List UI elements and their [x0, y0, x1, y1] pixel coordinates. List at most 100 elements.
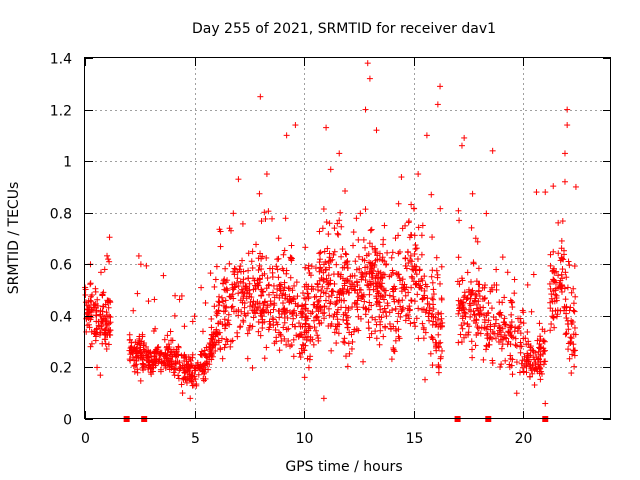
data-point [258, 292, 265, 299]
data-point [398, 308, 405, 315]
data-point [395, 271, 402, 278]
data-point [210, 341, 217, 348]
data-point [394, 318, 401, 325]
data-point [160, 272, 167, 279]
data-point [107, 314, 114, 321]
data-point [407, 252, 414, 259]
data-point [293, 312, 300, 319]
data-point [380, 286, 387, 293]
data-point [126, 356, 133, 363]
data-point [302, 244, 309, 251]
data-point [151, 353, 158, 360]
data-point [152, 348, 159, 355]
data-point [301, 347, 308, 354]
data-point [354, 297, 361, 304]
data-point [282, 215, 289, 222]
data-point [428, 273, 435, 280]
data-point [386, 320, 393, 327]
data-point [235, 312, 242, 319]
data-point [411, 263, 418, 270]
data-point [389, 269, 396, 276]
data-point [270, 282, 277, 289]
data-point [105, 256, 112, 263]
data-point [229, 303, 236, 310]
data-point [227, 293, 234, 300]
data-point [507, 352, 514, 359]
data-point [167, 349, 174, 356]
data-point [217, 243, 224, 250]
data-point [402, 262, 409, 269]
data-point [373, 127, 380, 134]
data-point [339, 246, 346, 253]
data-point [91, 328, 98, 335]
data-point [390, 286, 397, 293]
data-point [341, 335, 348, 342]
data-point [302, 334, 309, 341]
data-point [473, 331, 480, 338]
data-point [243, 283, 250, 290]
data-point [132, 362, 139, 369]
data-point [246, 326, 253, 333]
data-point [315, 337, 322, 344]
data-point [395, 232, 402, 239]
data-point [276, 314, 283, 321]
data-point [307, 310, 314, 317]
data-point [255, 318, 262, 325]
data-point [264, 304, 271, 311]
data-point [259, 325, 266, 332]
data-point [134, 290, 141, 297]
data-point [315, 308, 322, 315]
data-point [107, 332, 114, 339]
data-point [350, 229, 357, 236]
data-point [280, 267, 287, 274]
data-point [418, 232, 425, 239]
data-point [306, 323, 313, 330]
data-point [263, 171, 270, 178]
data-point [365, 319, 372, 326]
data-point [372, 328, 379, 335]
data-point [377, 303, 384, 310]
data-point [420, 335, 427, 342]
data-point [395, 200, 402, 207]
data-point [181, 370, 188, 377]
data-point [222, 265, 229, 272]
data-point [332, 301, 339, 308]
data-point [82, 299, 89, 306]
data-point [238, 308, 245, 315]
data-point [172, 353, 179, 360]
data-point [515, 315, 522, 322]
data-point [296, 333, 303, 340]
data-point [90, 302, 97, 309]
data-point [272, 326, 279, 333]
data-point [430, 286, 437, 293]
data-point [346, 350, 353, 357]
data-point [411, 319, 418, 326]
data-point [325, 305, 332, 312]
data-point [322, 297, 329, 304]
data-point [105, 341, 112, 348]
data-point [175, 372, 182, 379]
data-point [337, 271, 344, 278]
data-point [430, 291, 437, 298]
data-point [370, 286, 377, 293]
data-point [327, 298, 334, 305]
data-point [415, 305, 422, 312]
points-layer [82, 60, 579, 407]
data-point [343, 288, 350, 295]
data-point [270, 322, 277, 329]
data-point [455, 310, 462, 317]
data-point [422, 329, 429, 336]
data-point [320, 269, 327, 276]
data-point [366, 75, 373, 82]
data-point [252, 285, 259, 292]
data-point [181, 369, 188, 376]
data-point [414, 291, 421, 298]
data-point [391, 348, 398, 355]
data-point [261, 355, 268, 362]
data-point [392, 235, 399, 242]
data-point [152, 325, 159, 332]
data-point [288, 242, 295, 249]
data-point [287, 274, 294, 281]
data-point [362, 244, 369, 251]
data-point [321, 304, 328, 311]
